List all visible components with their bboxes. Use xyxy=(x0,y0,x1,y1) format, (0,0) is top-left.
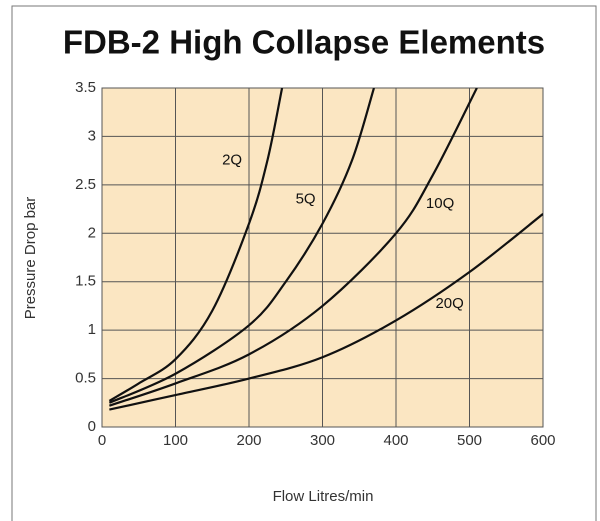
x-tick-label: 400 xyxy=(383,432,408,449)
series-label: 10Q xyxy=(426,195,454,212)
x-tick-label: 500 xyxy=(457,432,482,449)
x-tick-label: 0 xyxy=(98,432,106,449)
y-tick-label: 3 xyxy=(88,127,96,144)
y-tick-label: 1 xyxy=(88,321,96,338)
x-tick-label: 200 xyxy=(236,432,261,449)
chart-title: FDB-2 High Collapse Elements xyxy=(63,24,545,61)
series-label: 5Q xyxy=(296,190,316,207)
x-tick-label: 100 xyxy=(163,432,188,449)
x-tick-label: 600 xyxy=(530,432,555,449)
y-tick-label: 2.5 xyxy=(75,176,96,193)
y-tick-label: 0 xyxy=(88,418,96,435)
curve xyxy=(108,88,478,407)
plot-border xyxy=(101,87,544,428)
y-tick-label: 2 xyxy=(88,224,96,241)
y-axis-label: Pressure Drop bar xyxy=(22,197,39,320)
curve xyxy=(108,88,376,404)
frame xyxy=(11,5,597,521)
curve xyxy=(109,213,543,411)
x-axis-label: Flow Litres/min xyxy=(273,488,374,505)
series-label: 2Q xyxy=(222,152,242,169)
x-tick-label: 300 xyxy=(310,432,335,449)
y-tick-label: 0.5 xyxy=(75,370,96,387)
y-tick-label: 1.5 xyxy=(75,273,96,290)
series-label: 20Q xyxy=(435,295,463,312)
curve xyxy=(108,88,284,402)
y-tick-label: 3.5 xyxy=(75,79,96,96)
